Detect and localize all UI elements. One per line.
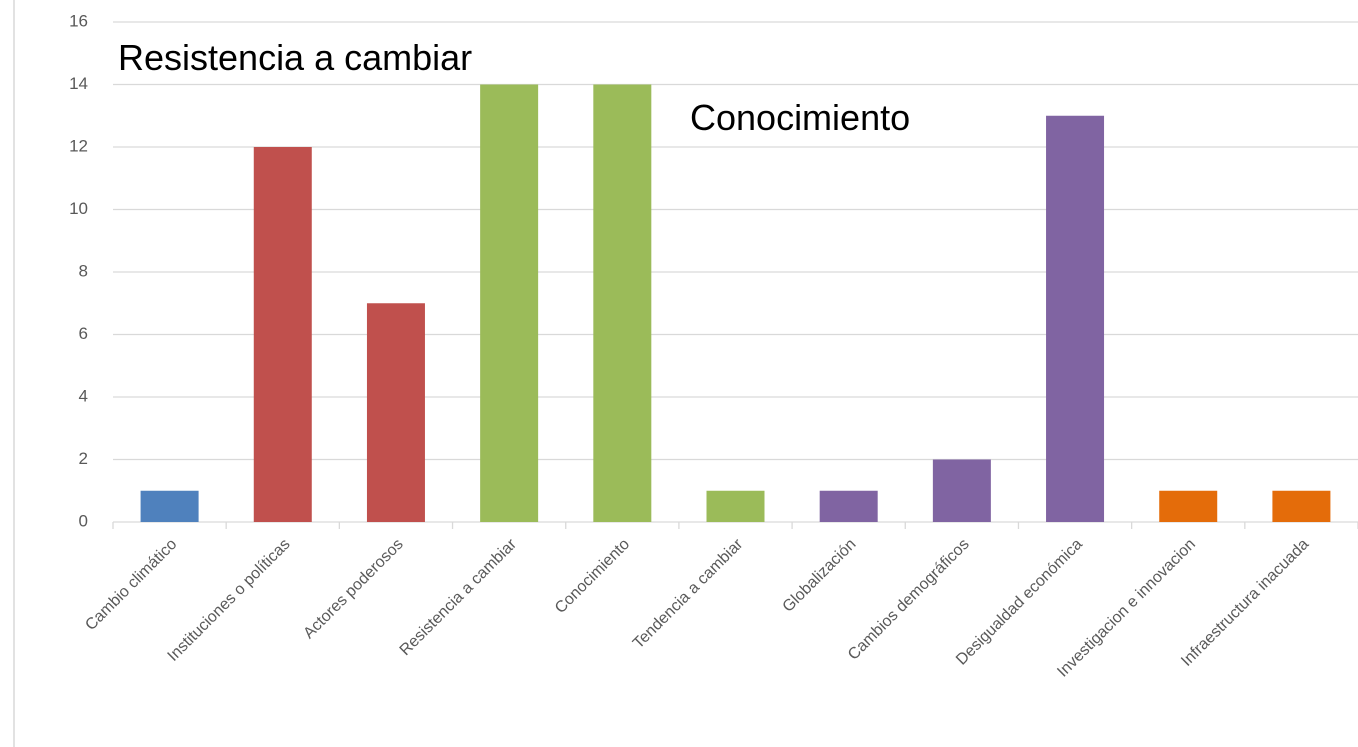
x-tick-label: Conocimiento <box>552 536 633 617</box>
x-tick-label: Tendencia a cambiar <box>630 535 747 652</box>
y-tick-label: 12 <box>69 136 88 155</box>
bar <box>593 84 652 522</box>
y-tick-label: 14 <box>69 74 88 93</box>
annotation: Conocimiento <box>690 97 910 138</box>
y-tick-label: 16 <box>69 11 88 30</box>
x-tick-label: Actores poderosos <box>300 536 406 642</box>
x-tick-label: Instituciones o políticas <box>165 536 294 665</box>
y-tick-label: 6 <box>79 324 88 343</box>
x-tick-label: Cambios demográficos <box>845 536 973 664</box>
annotation: Resistencia a cambiar <box>118 37 472 78</box>
x-tick-label: Resistencia a cambiar <box>397 535 521 659</box>
x-tick-label: Desigualdad económica <box>953 536 1086 669</box>
bar <box>819 490 878 522</box>
bar <box>1159 490 1218 522</box>
bar <box>932 459 991 522</box>
y-tick-label: 2 <box>79 449 88 468</box>
x-tick-label: Globalización <box>780 536 860 616</box>
bar <box>480 84 539 522</box>
y-tick-label: 10 <box>69 199 88 218</box>
bar <box>253 147 312 522</box>
y-tick-label: 8 <box>79 261 88 280</box>
bar <box>706 490 765 522</box>
x-tick-label: Infraestructura inacuada <box>1178 536 1312 670</box>
bars <box>140 84 1331 522</box>
bar <box>140 490 199 522</box>
bar <box>1046 115 1105 522</box>
y-tick-label: 4 <box>79 386 88 405</box>
y-tick-label: 0 <box>79 511 88 530</box>
x-tick-label: Cambio climático <box>82 536 180 634</box>
bar <box>366 303 425 522</box>
bar <box>1272 490 1331 522</box>
grid <box>112 21 1358 529</box>
